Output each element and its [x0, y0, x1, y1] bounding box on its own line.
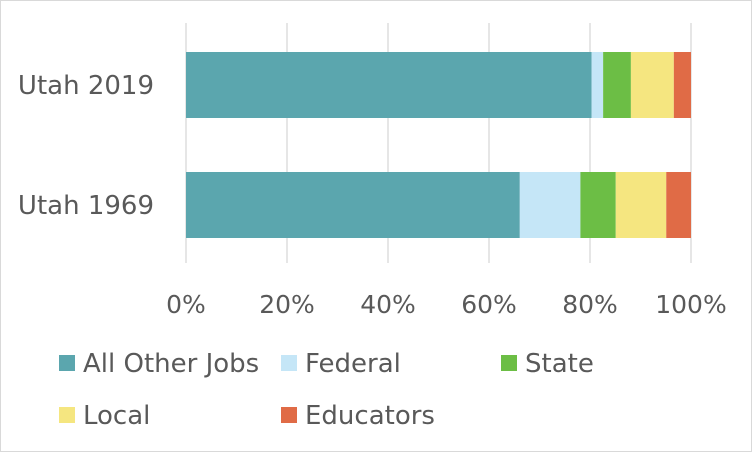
- x-tick-label: 20%: [259, 290, 315, 319]
- bar-segment-state: [603, 52, 631, 118]
- legend-swatch: [281, 355, 297, 371]
- legend-label: Educators: [305, 401, 435, 431]
- legend-label: Federal: [305, 349, 401, 379]
- bar-segment-all-other-jobs: [186, 172, 520, 238]
- x-tick-label: 0%: [166, 290, 206, 319]
- legend-label: Local: [83, 401, 150, 431]
- legend-swatch: [59, 407, 75, 423]
- category-label: Utah 1969: [18, 191, 154, 221]
- bar-segment-educators: [666, 172, 691, 238]
- bar-segment-educators: [673, 52, 691, 118]
- category-label: Utah 2019: [18, 71, 154, 101]
- bar-segment-state: [580, 172, 616, 238]
- bar-segment-local: [615, 172, 667, 238]
- legend-swatch: [281, 407, 297, 423]
- bar-segment-all-other-jobs: [186, 52, 592, 118]
- bar-segment-local: [630, 52, 674, 118]
- x-tick-label: 80%: [562, 290, 618, 319]
- legend-swatch: [59, 355, 75, 371]
- bar-segment-federal: [519, 172, 581, 238]
- legend-swatch: [501, 355, 517, 371]
- x-tick-label: 40%: [360, 290, 416, 319]
- x-tick-label: 60%: [461, 290, 517, 319]
- x-tick-label: 100%: [655, 290, 726, 319]
- legend-label: All Other Jobs: [83, 349, 259, 379]
- legend-label: State: [525, 349, 594, 379]
- bar-segment-federal: [591, 52, 604, 118]
